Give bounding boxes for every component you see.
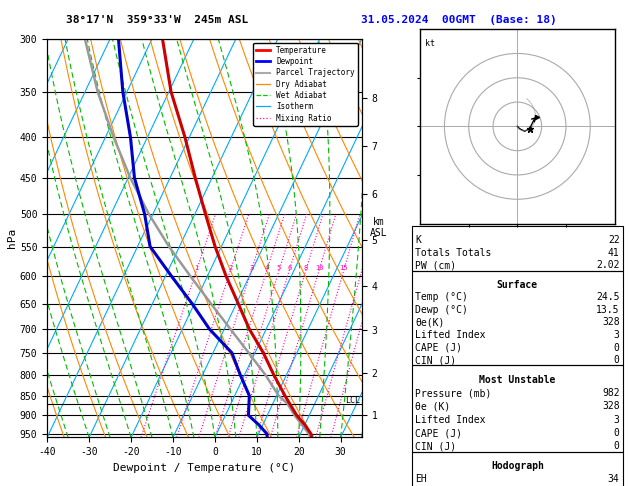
Text: θe(K): θe(K) — [415, 317, 445, 328]
Text: CAPE (J): CAPE (J) — [415, 428, 462, 438]
Text: Surface: Surface — [497, 279, 538, 290]
Text: 3: 3 — [614, 415, 620, 425]
Text: Hodograph: Hodograph — [491, 461, 544, 471]
Text: θe (K): θe (K) — [415, 401, 450, 412]
Text: 34: 34 — [608, 474, 620, 484]
Text: 8: 8 — [304, 264, 308, 271]
Text: Pressure (mb): Pressure (mb) — [415, 388, 491, 398]
Text: 3: 3 — [249, 264, 253, 271]
Text: 0: 0 — [614, 343, 620, 353]
Text: 2.02: 2.02 — [596, 260, 620, 271]
Text: 5: 5 — [277, 264, 281, 271]
Text: 22: 22 — [608, 235, 620, 245]
Text: Temp (°C): Temp (°C) — [415, 292, 468, 302]
Text: CIN (J): CIN (J) — [415, 355, 456, 365]
Text: CAPE (J): CAPE (J) — [415, 343, 462, 353]
Text: 2: 2 — [228, 264, 233, 271]
Text: 13.5: 13.5 — [596, 305, 620, 315]
Text: 10: 10 — [314, 264, 323, 271]
Text: 4: 4 — [265, 264, 269, 271]
Text: kt: kt — [425, 39, 435, 48]
Text: 41: 41 — [608, 248, 620, 258]
Text: Lifted Index: Lifted Index — [415, 330, 486, 340]
Text: Totals Totals: Totals Totals — [415, 248, 491, 258]
Text: 982: 982 — [602, 388, 620, 398]
Legend: Temperature, Dewpoint, Parcel Trajectory, Dry Adiabat, Wet Adiabat, Isotherm, Mi: Temperature, Dewpoint, Parcel Trajectory… — [253, 43, 358, 125]
Text: Dewp (°C): Dewp (°C) — [415, 305, 468, 315]
Text: 0: 0 — [614, 355, 620, 365]
Text: Lifted Index: Lifted Index — [415, 415, 486, 425]
Text: 1: 1 — [194, 264, 199, 271]
Text: 328: 328 — [602, 317, 620, 328]
X-axis label: Dewpoint / Temperature (°C): Dewpoint / Temperature (°C) — [113, 463, 296, 473]
Text: 24.5: 24.5 — [596, 292, 620, 302]
Text: 31.05.2024  00GMT  (Base: 18): 31.05.2024 00GMT (Base: 18) — [361, 15, 557, 25]
Text: 0: 0 — [614, 428, 620, 438]
Text: LCL: LCL — [345, 397, 360, 405]
Text: 38°17'N  359°33'W  245m ASL: 38°17'N 359°33'W 245m ASL — [66, 15, 248, 25]
Text: EH: EH — [415, 474, 427, 484]
Text: 6: 6 — [287, 264, 291, 271]
Y-axis label: km
ASL: km ASL — [370, 217, 387, 238]
Text: 0: 0 — [614, 441, 620, 451]
Y-axis label: hPa: hPa — [7, 228, 17, 248]
Text: 15: 15 — [340, 264, 348, 271]
Text: K: K — [415, 235, 421, 245]
Text: PW (cm): PW (cm) — [415, 260, 456, 271]
Text: CIN (J): CIN (J) — [415, 441, 456, 451]
Text: Most Unstable: Most Unstable — [479, 375, 555, 385]
Text: 328: 328 — [602, 401, 620, 412]
Text: 3: 3 — [614, 330, 620, 340]
